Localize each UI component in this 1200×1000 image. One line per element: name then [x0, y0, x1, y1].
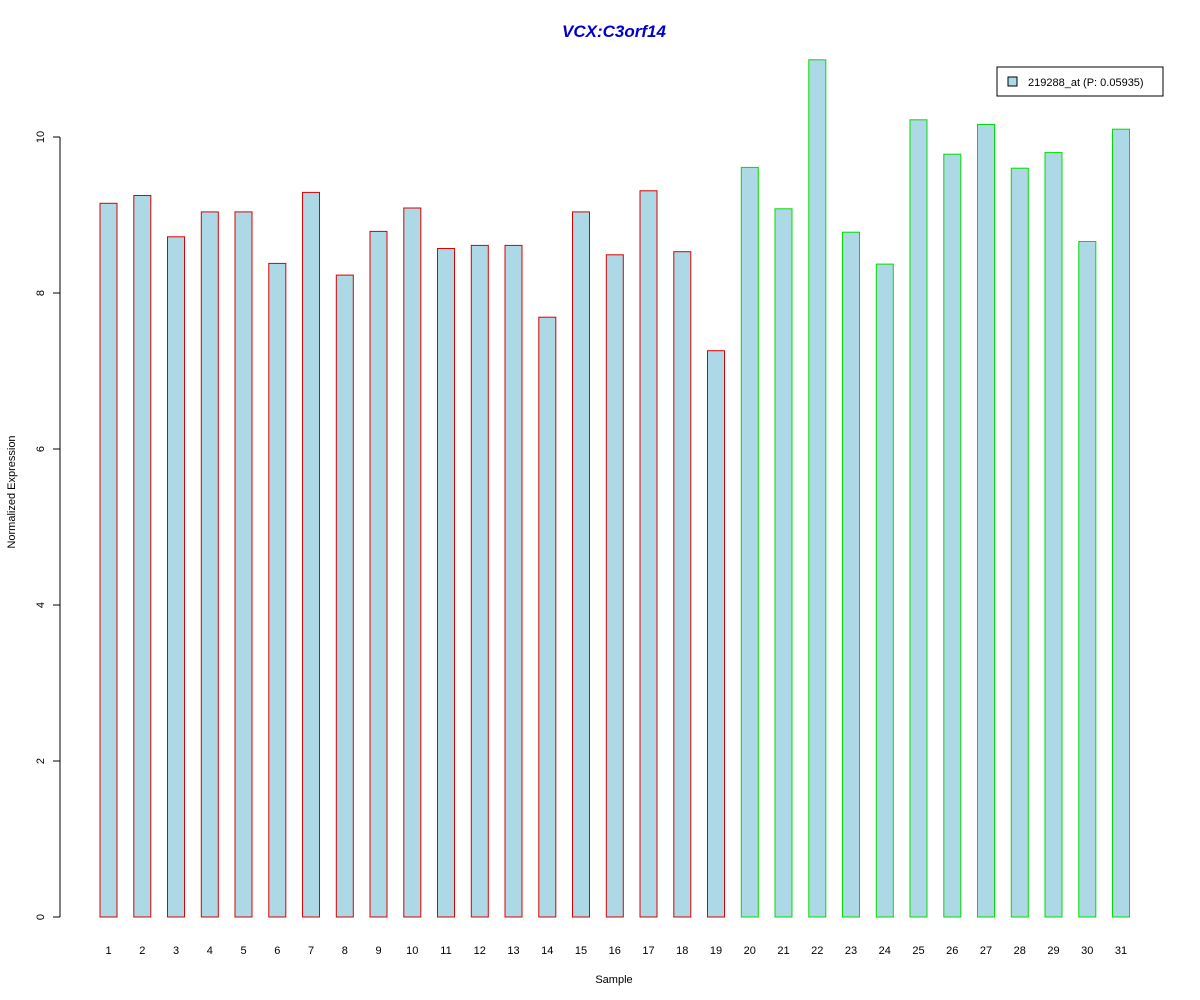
bar-sample-20 [740, 166, 759, 918]
bar-sample-1 [99, 202, 118, 918]
legend: 219288_at (P: 0.05935) [996, 66, 1164, 97]
x-tick-label: 14 [541, 945, 553, 957]
x-tick-label: 7 [308, 945, 314, 957]
bar-sample-18 [673, 251, 692, 918]
legend-label: 219288_at (P: 0.05935) [1028, 77, 1144, 89]
x-tick-label: 13 [507, 945, 519, 957]
x-tick-label: 3 [173, 945, 179, 957]
x-tick-label: 1 [105, 945, 111, 957]
legend-swatch [1007, 76, 1018, 87]
x-tick-label: 23 [845, 945, 857, 957]
bar-sample-16 [605, 254, 624, 918]
bar-sample-11 [437, 248, 455, 918]
x-tick-label: 19 [710, 945, 722, 957]
x-axis: 1 2 3 4 5 6 7 8 9 10 11 12 13 14 15 16 17 18 19 20 21 22 23 24 2… [105, 945, 1127, 957]
bar-sample-12 [470, 244, 489, 918]
x-tick-label: 8 [342, 945, 348, 957]
bar-sample-28 [1010, 167, 1029, 918]
y-tick-label: 2 [35, 758, 47, 764]
x-tick-label: 12 [474, 945, 486, 957]
x-tick-label: 25 [912, 945, 924, 957]
bar-sample-22 [808, 59, 827, 918]
x-axis-label: Sample [595, 974, 632, 986]
x-tick-label: 17 [642, 945, 654, 957]
x-tick-label: 9 [375, 945, 381, 957]
y-tick-label: 0 [35, 914, 47, 920]
bar-sample-5 [234, 211, 253, 918]
bar-sample-25 [909, 119, 928, 918]
y-tick-label: 10 [35, 131, 47, 143]
bar-sample-27 [977, 124, 995, 918]
bar-sample-2 [133, 195, 152, 918]
bar-sample-9 [369, 230, 388, 918]
bar-sample-6 [268, 262, 287, 918]
x-tick-label: 15 [575, 945, 587, 957]
x-tick-label: 2 [139, 945, 145, 957]
x-tick-label: 20 [744, 945, 756, 957]
x-tick-label: 4 [207, 945, 213, 957]
bar-sample-31 [1112, 128, 1130, 918]
x-tick-label: 11 [440, 945, 451, 957]
bar-sample-29 [1044, 152, 1063, 918]
bar-sample-17 [639, 190, 658, 918]
bar-sample-26 [943, 153, 962, 918]
y-tick-label: 6 [35, 446, 47, 452]
x-tick-label: 10 [406, 945, 418, 957]
x-tick-label: 6 [274, 945, 280, 957]
bar-sample-21 [774, 208, 793, 918]
x-tick-label: 31 [1115, 945, 1127, 957]
x-tick-label: 27 [980, 945, 992, 957]
bar-sample-19 [707, 350, 725, 918]
bar-sample-7 [302, 191, 320, 918]
x-tick-label: 26 [946, 945, 958, 957]
bar-sample-24 [875, 263, 894, 918]
x-tick-label: 30 [1081, 945, 1093, 957]
x-tick-label: 24 [879, 945, 891, 957]
x-tick-label: 18 [676, 945, 688, 957]
bar-sample-15 [572, 211, 590, 918]
bar-sample-23 [842, 231, 860, 918]
bar-sample-13 [504, 244, 523, 918]
x-tick-label: 29 [1047, 945, 1059, 957]
bars [99, 59, 1130, 918]
bar-sample-3 [167, 236, 185, 918]
bar-sample-4 [200, 211, 219, 918]
x-tick-label: 22 [811, 945, 823, 957]
x-tick-label: 16 [609, 945, 621, 957]
y-axis: 0 2 4 6 8 10 [35, 131, 61, 920]
y-axis-label: Normalized Expression [6, 435, 18, 548]
x-tick-label: 28 [1014, 945, 1026, 957]
bar-sample-30 [1078, 241, 1097, 918]
bar-sample-14 [538, 316, 557, 918]
bar-sample-10 [403, 207, 422, 918]
y-tick-label: 8 [35, 290, 47, 296]
x-tick-label: 21 [777, 945, 789, 957]
chart-title: VCX:C3orf14 [562, 22, 666, 41]
bar-sample-8 [335, 274, 354, 918]
y-tick-label: 4 [35, 602, 47, 608]
legend-box [996, 66, 1164, 97]
x-tick-label: 5 [240, 945, 246, 957]
